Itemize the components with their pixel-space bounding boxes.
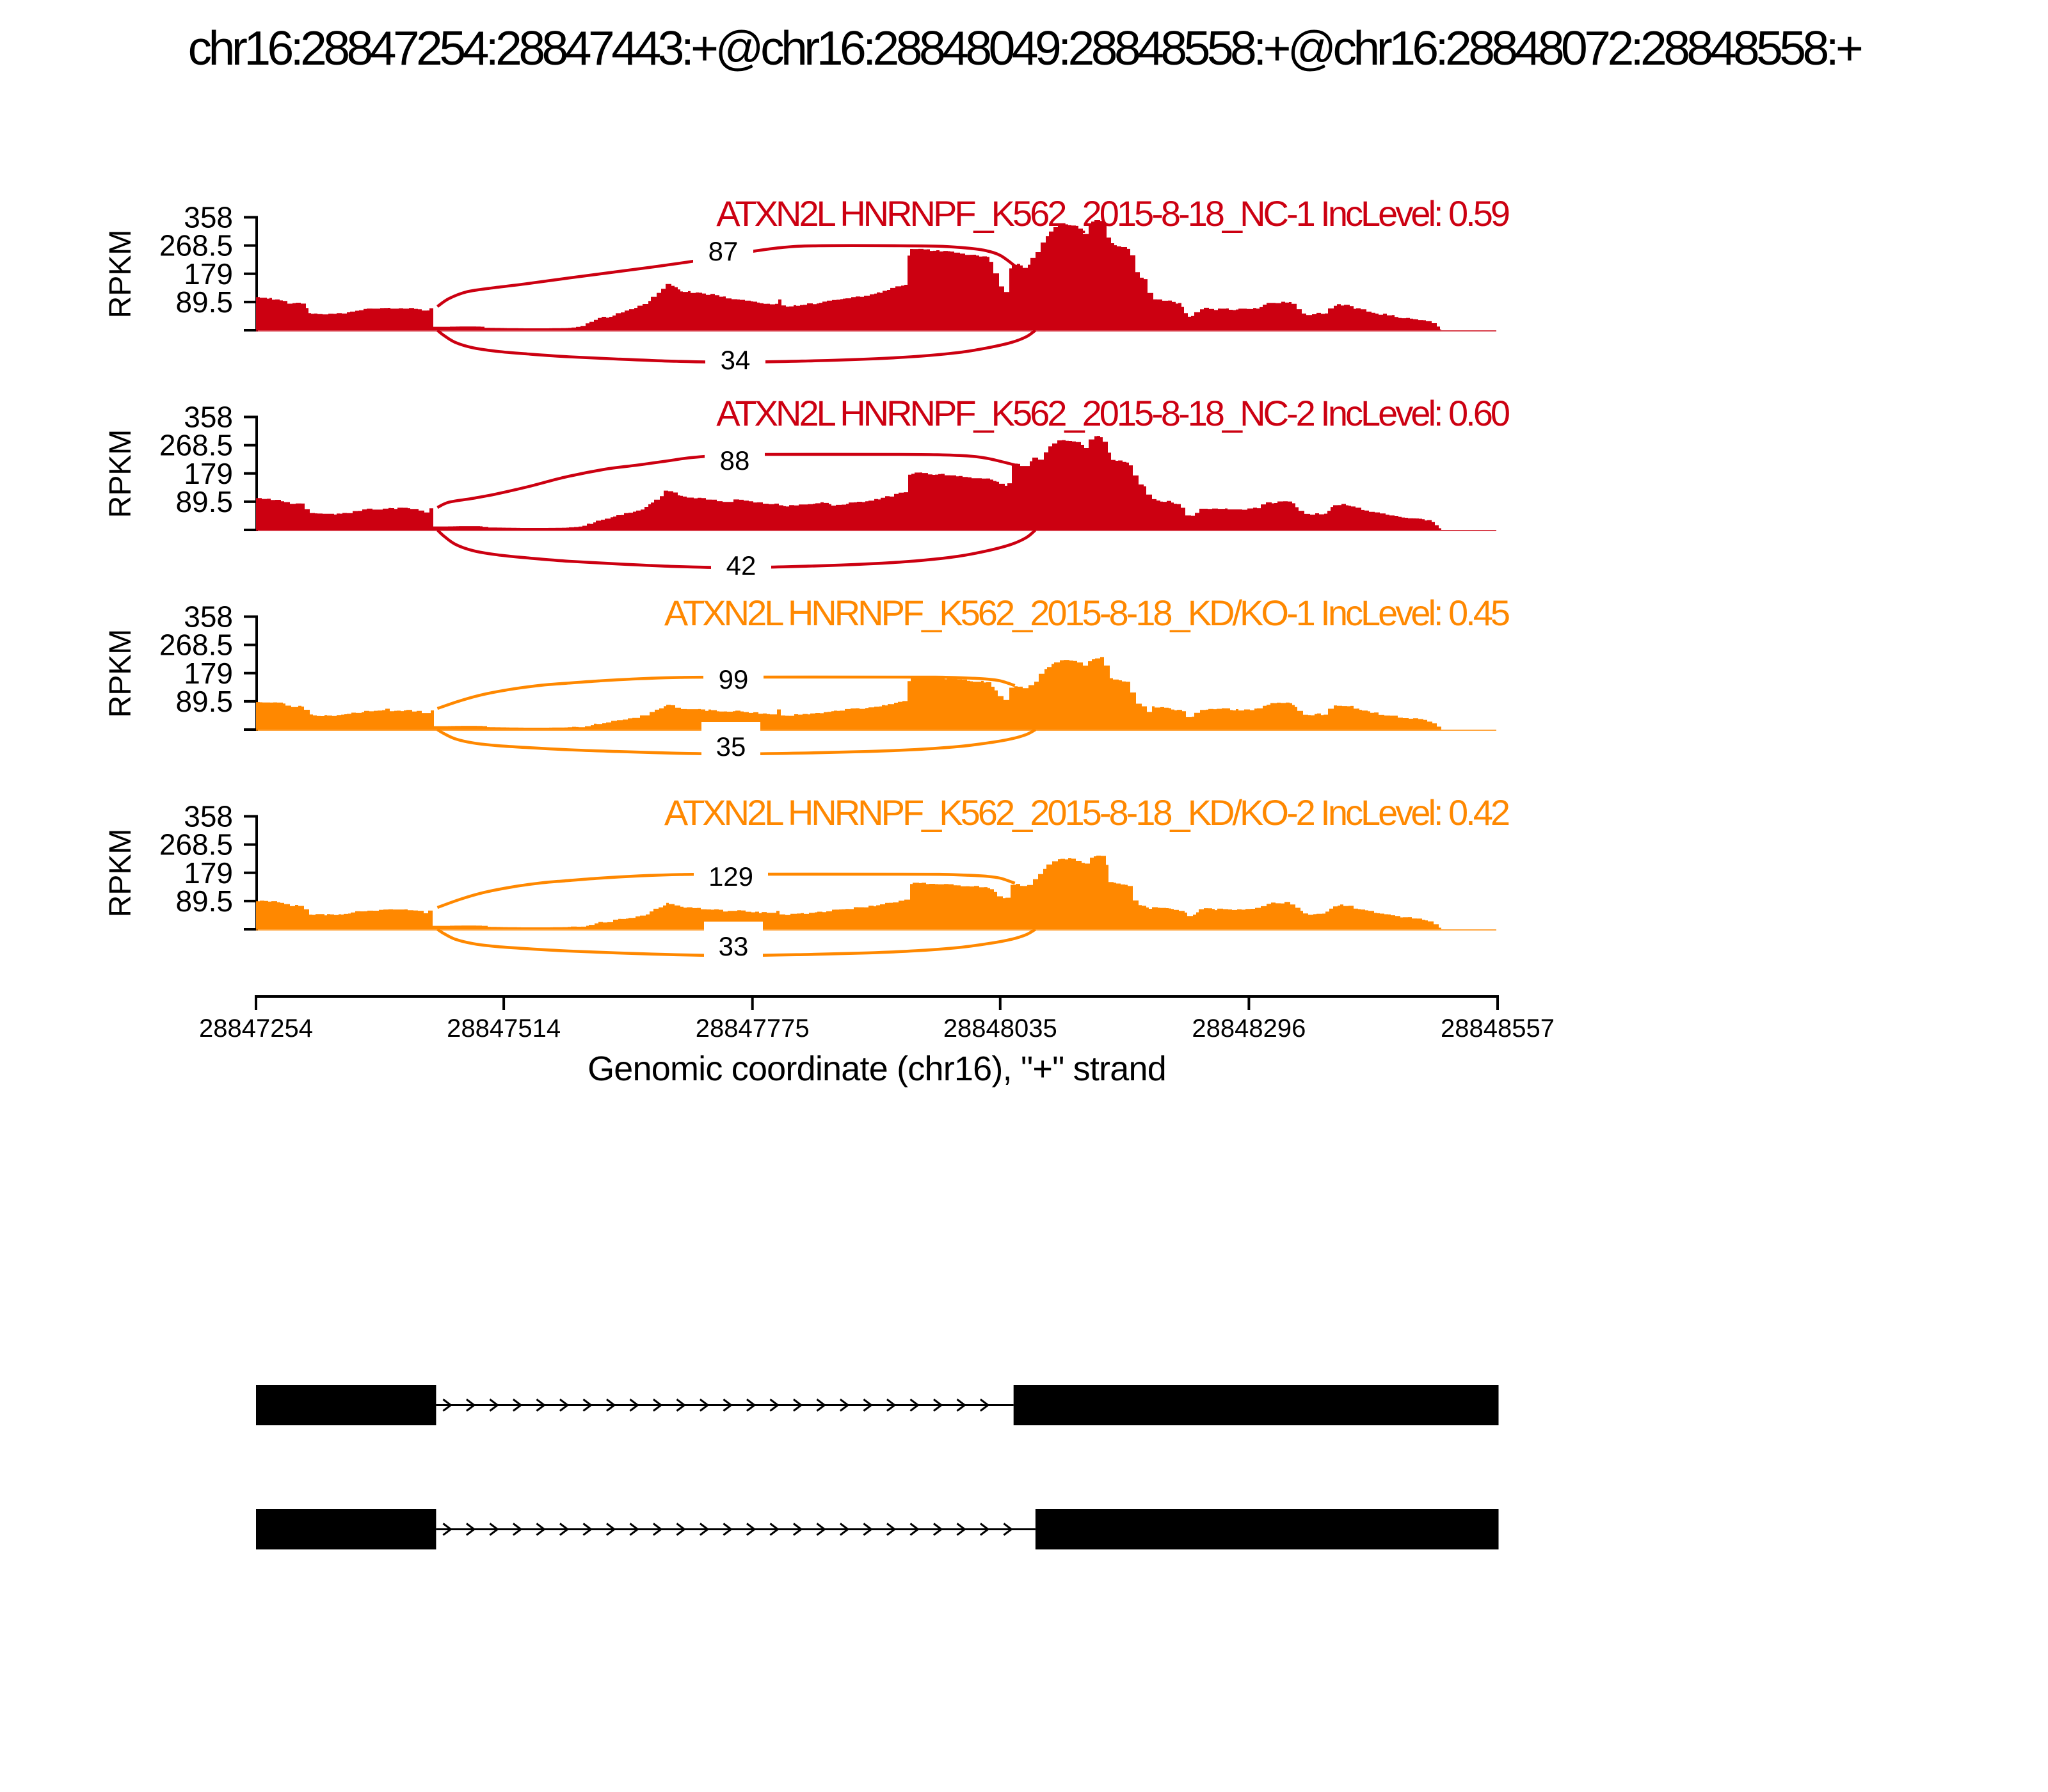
svg-text:268.5: 268.5 [159,229,233,262]
svg-text:RPKM: RPKM [104,629,138,718]
svg-text:RPKM: RPKM [104,429,138,518]
svg-text:89.5: 89.5 [175,285,233,319]
svg-text:99: 99 [719,664,749,694]
svg-text:28848035: 28848035 [943,1014,1057,1043]
svg-text:RPKM: RPKM [104,829,138,918]
svg-text:358: 358 [184,201,233,234]
svg-text:87: 87 [708,236,739,266]
svg-text:179: 179 [184,457,233,490]
svg-text:179: 179 [184,657,233,690]
svg-text:89.5: 89.5 [175,685,233,718]
svg-text:129: 129 [708,861,753,892]
svg-text:42: 42 [726,550,756,580]
svg-text:Genomic coordinate (chr16), "+: Genomic coordinate (chr16), "+" strand [588,1050,1166,1088]
svg-text:ATXN2L HNRNPF_K562_2015-8-18_N: ATXN2L HNRNPF_K562_2015-8-18_NC-2 IncLev… [716,393,1509,433]
svg-text:RPKM: RPKM [104,230,138,319]
svg-text:34: 34 [721,345,751,375]
svg-text:28848296: 28848296 [1192,1014,1306,1043]
svg-text:28847775: 28847775 [696,1014,810,1043]
svg-text:268.5: 268.5 [159,429,233,462]
svg-text:358: 358 [184,401,233,434]
svg-text:33: 33 [719,931,749,961]
svg-text:89.5: 89.5 [175,884,233,918]
svg-text:89.5: 89.5 [175,485,233,518]
svg-text:358: 358 [184,600,233,634]
svg-text:268.5: 268.5 [159,628,233,662]
svg-text:ATXN2L HNRNPF_K562_2015-8-18_K: ATXN2L HNRNPF_K562_2015-8-18_KD/KO-1 Inc… [664,593,1509,633]
svg-text:ATXN2L HNRNPF_K562_2015-8-18_N: ATXN2L HNRNPF_K562_2015-8-18_NC-1 IncLev… [716,193,1509,234]
svg-text:358: 358 [184,800,233,833]
svg-text:35: 35 [716,732,746,762]
svg-text:28847254: 28847254 [199,1014,313,1043]
svg-text:179: 179 [184,856,233,890]
svg-text:28848557: 28848557 [1441,1014,1555,1043]
svg-text:179: 179 [184,257,233,291]
svg-text:88: 88 [720,445,750,476]
svg-text:28847514: 28847514 [447,1014,561,1043]
svg-text:ATXN2L HNRNPF_K562_2015-8-18_K: ATXN2L HNRNPF_K562_2015-8-18_KD/KO-2 Inc… [664,792,1509,833]
svg-text:268.5: 268.5 [159,828,233,861]
svg-text:chr16:28847254:28847443:+@chr1: chr16:28847254:28847443:+@chr16:28848049… [188,21,1862,75]
